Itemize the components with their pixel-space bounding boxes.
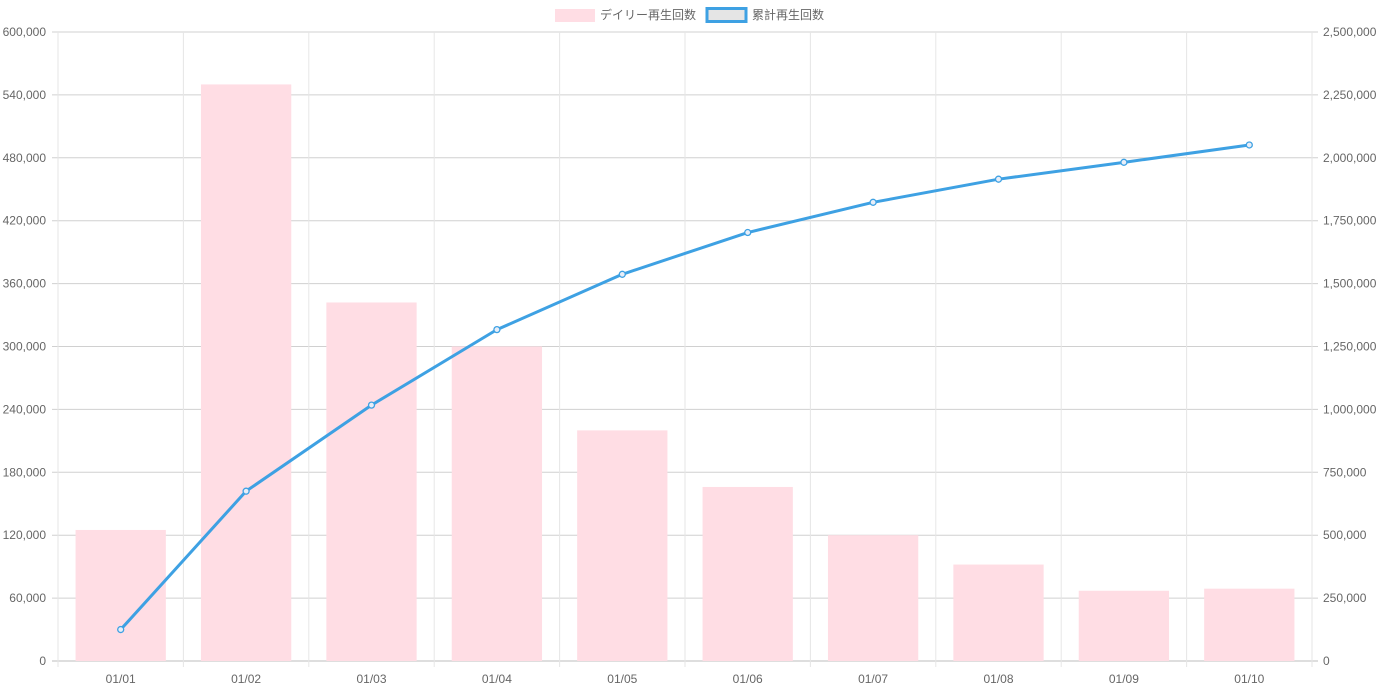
x-tick-label: 01/02 bbox=[231, 672, 261, 686]
legend-label-daily: デイリー再生回数 bbox=[600, 7, 696, 22]
y-right-tick-label: 1,250,000 bbox=[1323, 340, 1377, 354]
x-tick-label: 01/04 bbox=[482, 672, 512, 686]
bar bbox=[200, 84, 292, 661]
line-point bbox=[994, 175, 1003, 183]
x-tick-label: 01/07 bbox=[858, 672, 888, 686]
y-right-tick-label: 250,000 bbox=[1323, 591, 1367, 605]
line-point bbox=[367, 401, 376, 409]
y-left-tick-label: 360,000 bbox=[3, 277, 47, 291]
y-left-tick-label: 60,000 bbox=[9, 591, 46, 605]
y-left-tick-label: 420,000 bbox=[3, 214, 47, 228]
line-point bbox=[869, 198, 877, 206]
y-right-tick-label: 750,000 bbox=[1323, 465, 1367, 479]
line-point bbox=[1120, 158, 1128, 166]
y-left-tick-label: 480,000 bbox=[3, 151, 47, 165]
bar bbox=[827, 535, 919, 661]
x-tick-label: 01/01 bbox=[106, 672, 136, 686]
legend: デイリー再生回数 累計再生回数 bbox=[555, 7, 824, 23]
legend-swatch-daily bbox=[555, 9, 595, 22]
x-tick-label: 01/08 bbox=[983, 672, 1013, 686]
line-point bbox=[1245, 141, 1253, 149]
y-right-tick-label: 2,000,000 bbox=[1323, 151, 1377, 165]
y-right-tick-label: 1,750,000 bbox=[1323, 214, 1377, 228]
bar bbox=[1204, 588, 1295, 661]
line-series bbox=[117, 141, 1253, 634]
y-left-tick-label: 300,000 bbox=[3, 340, 47, 354]
line-point bbox=[242, 487, 250, 495]
axes: 0 0 60,000 250,000 120,000 500,000 180,000 750,… bbox=[3, 25, 1377, 686]
y-right-tick-label: 2,250,000 bbox=[1323, 88, 1377, 102]
x-tick-label: 01/09 bbox=[1109, 672, 1139, 686]
bar bbox=[451, 346, 543, 661]
y-right-tick-label: 1,000,000 bbox=[1323, 402, 1377, 416]
x-tick-label: 01/05 bbox=[607, 672, 637, 686]
y-right-tick-label: 500,000 bbox=[1323, 528, 1367, 542]
legend-swatch-cumulative bbox=[705, 7, 748, 23]
bar bbox=[702, 486, 793, 661]
x-tick-label: 01/10 bbox=[1234, 672, 1264, 686]
x-tick-label: 01/03 bbox=[356, 672, 386, 686]
y-right-tick-label: 2,500,000 bbox=[1323, 25, 1377, 39]
bar bbox=[326, 302, 417, 661]
y-left-tick-label: 540,000 bbox=[3, 88, 47, 102]
bar bbox=[1078, 590, 1170, 661]
line-point bbox=[744, 228, 752, 237]
y-left-tick-label: 0 bbox=[39, 654, 46, 668]
y-right-tick-label: 0 bbox=[1323, 654, 1330, 668]
y-left-tick-label: 600,000 bbox=[3, 25, 47, 39]
line-point bbox=[618, 270, 626, 278]
legend-label-cumulative: 累計再生回数 bbox=[752, 7, 824, 22]
y-left-tick-label: 120,000 bbox=[3, 528, 47, 542]
line-point bbox=[117, 625, 125, 634]
bar bbox=[577, 430, 668, 661]
cumulative-line bbox=[119, 143, 1250, 631]
x-tick-label: 01/06 bbox=[733, 672, 763, 686]
y-right-tick-label: 1,500,000 bbox=[1323, 277, 1377, 291]
y-left-tick-label: 240,000 bbox=[3, 402, 47, 416]
bar bbox=[953, 564, 1044, 661]
line-point bbox=[493, 325, 501, 334]
y-left-tick-label: 180,000 bbox=[3, 465, 47, 479]
